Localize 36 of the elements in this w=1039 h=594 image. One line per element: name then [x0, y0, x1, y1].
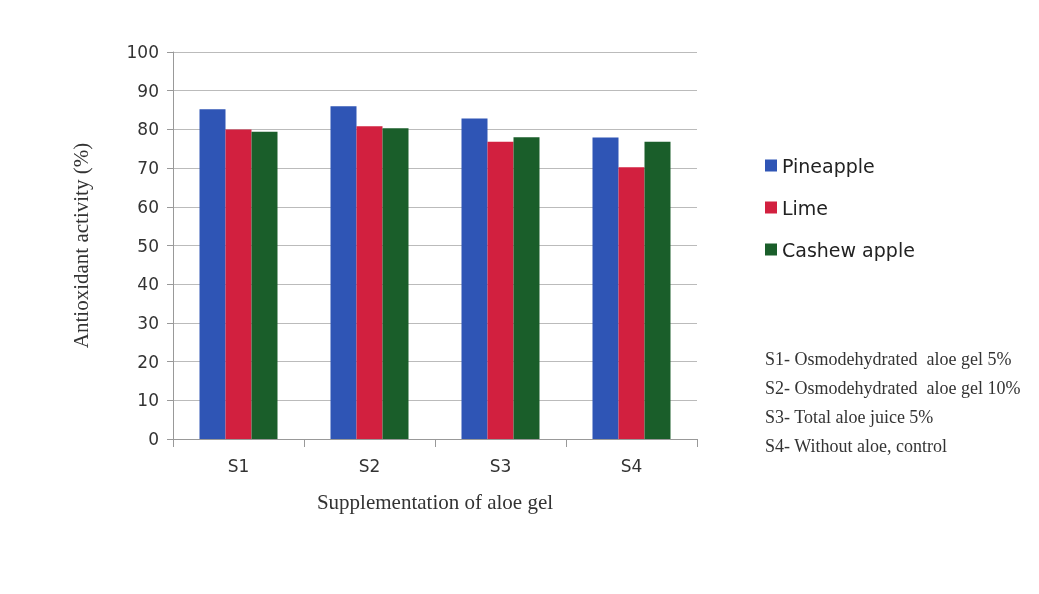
y-tick-label: 60: [137, 196, 159, 217]
x-tick-label: S3: [489, 455, 512, 476]
bar: [644, 141, 671, 439]
text: S2- Osmodehydrated aloe gel 10%: [765, 378, 1021, 398]
y-tick-label: 100: [126, 42, 159, 62]
y-tick-label: 10: [137, 390, 159, 411]
y-tick-label: 70: [137, 158, 159, 179]
bar: [356, 126, 383, 439]
legend-label: Cashew apple: [782, 238, 915, 261]
bar: [592, 137, 619, 439]
y-tick-label: 40: [137, 274, 159, 295]
y-tick-label: 50: [137, 235, 159, 256]
bar: [461, 118, 488, 439]
text: S1- Osmodehydrated aloe gel 5%: [765, 349, 1012, 369]
legend-label: Lime: [782, 196, 829, 219]
bar: [513, 137, 540, 439]
x-tick-label: S4: [620, 455, 643, 476]
x-axis-title: Supplementation of aloe gel: [316, 489, 554, 514]
bar: [251, 131, 278, 439]
text: S3- Total aloe juice 5%: [765, 407, 934, 427]
y-tick-label: 90: [137, 80, 159, 101]
x-tick-label: S1: [227, 455, 250, 476]
x-tick-label: S2: [358, 455, 381, 476]
y-tick-label: 0: [148, 429, 159, 449]
legend-label: Pineapple: [782, 154, 875, 177]
bar: [199, 109, 226, 439]
y-tick-label: 30: [137, 312, 159, 333]
bar: [618, 167, 645, 439]
y-tick-label: 80: [137, 119, 159, 140]
y-tick-label: 20: [137, 351, 159, 372]
bar: [330, 106, 357, 439]
text: S4- Without aloe, control: [765, 436, 947, 456]
bar: [382, 128, 409, 439]
bar: [225, 129, 252, 439]
bar: [487, 141, 514, 439]
y-axis-title: Antioxidant activity (%): [68, 142, 93, 349]
